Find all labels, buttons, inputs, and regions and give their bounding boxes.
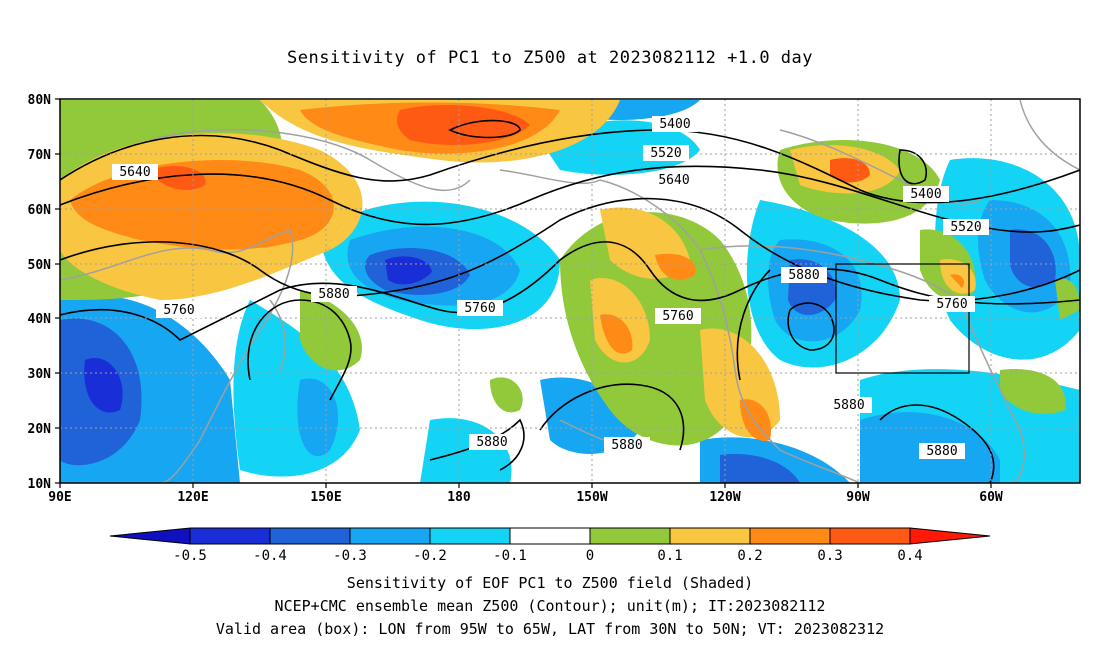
colorbar-segment (509, 527, 591, 545)
svg-text:5760: 5760 (662, 309, 693, 324)
svg-text:5760: 5760 (163, 303, 194, 318)
colorbar-segment (749, 527, 831, 545)
colorbar-label: 0.4 (897, 548, 922, 564)
axis-ticks (55, 98, 992, 488)
lat-label: 40N (28, 312, 52, 327)
contour-label: 5400 (903, 186, 949, 202)
contour-label: 5520 (943, 219, 989, 235)
lat-label: 30N (28, 367, 52, 382)
lat-label: 80N (28, 93, 52, 108)
lon-label: 150W (576, 490, 607, 505)
svg-text:5640: 5640 (119, 165, 150, 180)
colorbar-high-arrow (909, 527, 991, 545)
svg-text:5760: 5760 (464, 301, 495, 316)
contour-label: 5640 (651, 172, 697, 188)
contour-label: 5880 (311, 286, 357, 302)
caption-line-3: Valid area (box): LON from 95W to 65W, L… (215, 620, 885, 638)
colorbar-segment (189, 527, 271, 545)
lon-label: 90W (846, 490, 870, 505)
svg-text:5760: 5760 (936, 297, 967, 312)
svg-text:5880: 5880 (318, 287, 349, 302)
lat-label: 50N (28, 258, 52, 273)
colorbar: -0.5 -0.4 -0.3 -0.2 -0.1 0 0.1 0.2 0.3 0… (109, 527, 991, 564)
map-frame (59, 98, 1081, 484)
lat-label: 10N (28, 477, 52, 492)
contour-label: 5400 (652, 116, 698, 132)
lat-label: 70N (28, 148, 52, 163)
lat-label: 60N (28, 203, 52, 218)
contour-label: 5760 (655, 308, 701, 324)
colorbar-segment (829, 527, 911, 545)
svg-text:5880: 5880 (476, 435, 507, 450)
contour-label: 5880 (469, 434, 515, 450)
colorbar-label: 0.3 (817, 548, 842, 564)
contour-label: 5520 (643, 145, 689, 161)
colorbar-label: -0.5 (173, 548, 207, 564)
contour-label: 5880 (604, 437, 650, 453)
contour-label: 5640 (112, 164, 158, 180)
colorbar-label: -0.3 (333, 548, 367, 564)
colorbar-label: -0.4 (253, 548, 287, 564)
svg-text:5880: 5880 (611, 438, 642, 453)
svg-text:5400: 5400 (659, 117, 690, 132)
colorbar-label: -0.2 (413, 548, 447, 564)
colorbar-segment (669, 527, 751, 545)
contour-label: 5880 (781, 267, 827, 283)
contour-labels: 5400 5520 5640 5640 5400 5520 5760 5880 … (112, 116, 989, 459)
valid-area-box (835, 263, 970, 374)
svg-text:5880: 5880 (833, 398, 864, 413)
contour-label: 5880 (826, 397, 872, 413)
figure-title: Sensitivity of PC1 to Z500 at 2023082112… (286, 48, 813, 68)
contour-label: 5760 (457, 300, 503, 316)
colorbar-segment (349, 527, 431, 545)
svg-text:5400: 5400 (910, 187, 941, 202)
caption-line-2: NCEP+CMC ensemble mean Z500 (Contour); u… (274, 597, 826, 615)
latitude-labels: 80N 70N 60N 50N 40N 30N 20N 10N (28, 93, 52, 492)
colorbar-segment (589, 527, 671, 545)
contour-label: 5760 (156, 302, 202, 318)
svg-text:5520: 5520 (650, 146, 681, 161)
lon-label: 90E (48, 490, 71, 505)
lon-label: 120E (177, 490, 208, 505)
longitude-labels: 90E 120E 150E 180 150W 120W 90W 60W (48, 490, 1003, 505)
colorbar-label: 0 (586, 548, 594, 564)
svg-text:5880: 5880 (926, 444, 957, 459)
colorbar-label: 0.1 (657, 548, 682, 564)
lat-label: 20N (28, 422, 52, 437)
colorbar-segment (269, 527, 351, 545)
colorbar-segment (429, 527, 511, 545)
colorbar-low-arrow (109, 527, 191, 545)
lon-label: 150E (310, 490, 341, 505)
caption-line-1: Sensitivity of EOF PC1 to Z500 field (Sh… (346, 574, 754, 592)
svg-text:5520: 5520 (950, 220, 981, 235)
contour-label: 5760 (929, 296, 975, 312)
colorbar-label: -0.1 (493, 548, 527, 564)
svg-text:5880: 5880 (788, 268, 819, 283)
lon-label: 120W (709, 490, 740, 505)
shaded-field (60, 99, 1080, 483)
lon-label: 60W (979, 490, 1003, 505)
colorbar-label: 0.2 (737, 548, 762, 564)
svg-text:5640: 5640 (658, 173, 689, 188)
lon-label: 180 (447, 490, 471, 505)
contour-label: 5880 (919, 443, 965, 459)
